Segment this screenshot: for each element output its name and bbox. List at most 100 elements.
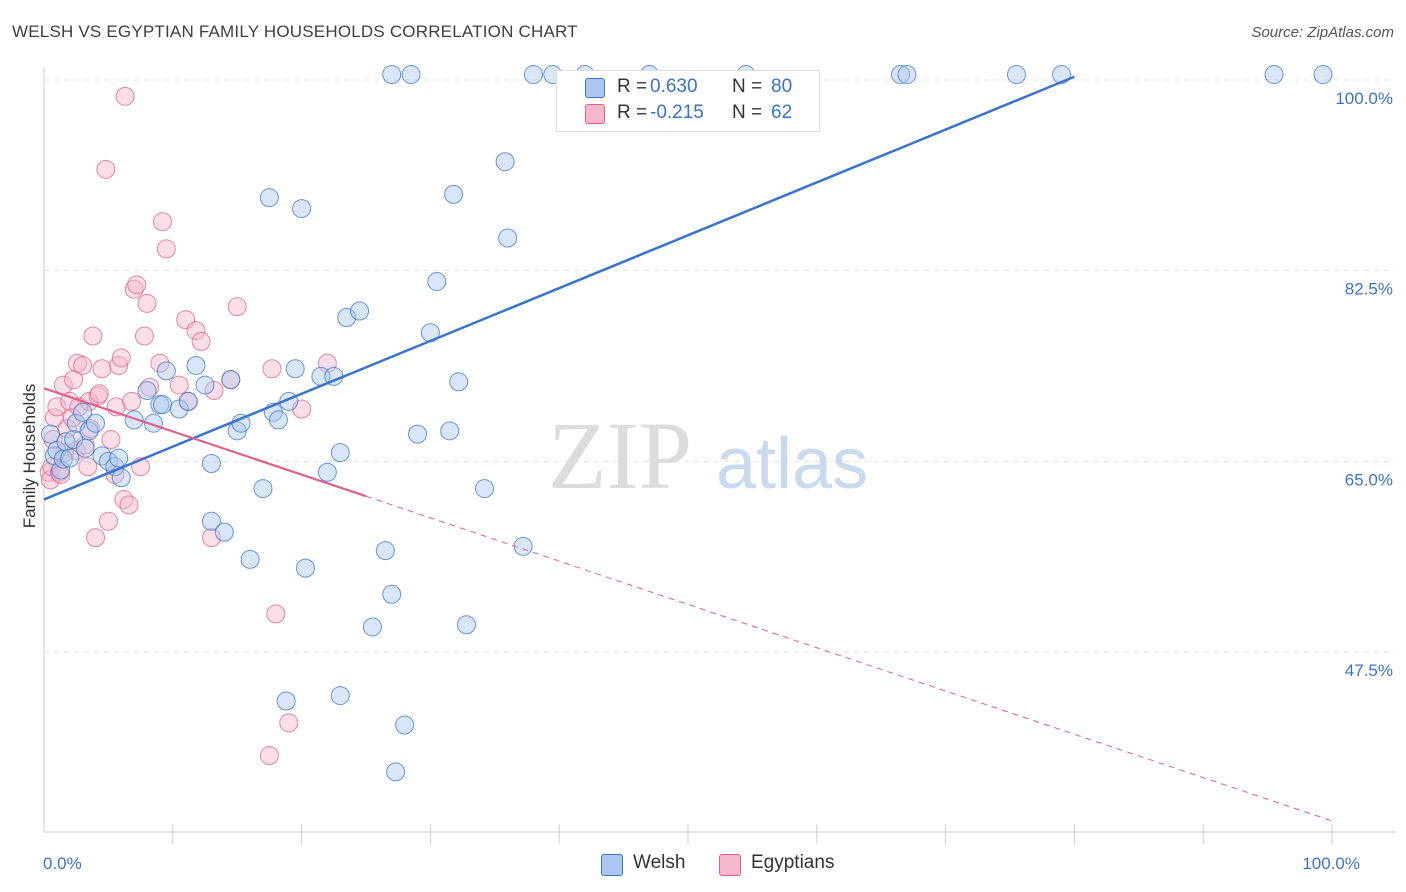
- welsh-point: [98, 451, 118, 471]
- correlation-legend: R = 0.630 N = 80 R = -0.215 N = 62: [556, 70, 820, 132]
- egyptians-point: [137, 293, 157, 313]
- welsh-point: [523, 65, 543, 85]
- welsh-n-value: 80: [771, 76, 793, 97]
- egyptians-point: [78, 457, 98, 477]
- welsh-r-label: R =: [617, 76, 648, 97]
- egyptians-r-label: R =: [617, 102, 648, 123]
- welsh-point: [382, 584, 402, 604]
- welsh-point: [268, 410, 288, 430]
- watermark-zip: ZIP: [548, 402, 692, 509]
- welsh-n-label: N =: [732, 76, 763, 97]
- welsh-point: [152, 395, 172, 415]
- egyptians-point: [204, 381, 224, 401]
- welsh-point: [1006, 65, 1026, 85]
- welsh-point: [40, 424, 60, 444]
- welsh-point: [60, 448, 80, 468]
- welsh-point: [444, 184, 464, 204]
- egyptians-point: [156, 239, 176, 259]
- egyptians-point: [134, 326, 154, 346]
- y-tick-label: 100.0%: [1335, 89, 1393, 108]
- y-axis-label: Family Households: [20, 384, 39, 529]
- egyptians-point: [92, 359, 112, 379]
- welsh-point: [317, 462, 337, 482]
- welsh-point: [92, 446, 112, 466]
- egyptians-n-label: N =: [732, 102, 763, 123]
- egyptians-point: [111, 348, 131, 368]
- egyptians-point: [109, 355, 129, 375]
- egyptians-legend-label: Egyptians: [751, 852, 835, 873]
- welsh-point: [137, 381, 157, 401]
- legend-row-egyptians: R = -0.215 N = 62: [557, 101, 819, 127]
- welsh-point: [330, 686, 350, 706]
- welsh-point: [401, 65, 421, 85]
- welsh-point: [1313, 65, 1333, 85]
- egyptians-point: [186, 321, 206, 341]
- egyptians-point: [122, 391, 142, 411]
- egyptians-point: [51, 464, 71, 484]
- welsh-point: [186, 355, 206, 375]
- welsh-point: [124, 410, 144, 430]
- egyptians-points: [39, 86, 337, 766]
- welsh-legend-label: Welsh: [633, 852, 686, 873]
- egyptians-point: [47, 397, 67, 417]
- welsh-point: [253, 479, 273, 499]
- welsh-point: [1264, 65, 1284, 85]
- egyptians-point: [150, 353, 170, 373]
- y-tick-label: 82.5%: [1345, 280, 1393, 299]
- welsh-legend-swatch: [601, 854, 623, 876]
- legend-row-welsh: R = 0.630 N = 80: [557, 75, 819, 101]
- welsh-point: [897, 65, 917, 85]
- egyptians-point: [152, 212, 172, 232]
- egyptians-point: [89, 384, 109, 404]
- welsh-point: [350, 301, 370, 321]
- welsh-point: [891, 65, 911, 85]
- egyptians-point: [201, 528, 221, 548]
- egyptians-point: [62, 408, 82, 428]
- welsh-point: [156, 361, 176, 381]
- egyptians-r-value: -0.215: [650, 102, 704, 123]
- egyptians-point: [227, 297, 247, 317]
- welsh-point: [449, 372, 469, 392]
- egyptians-point: [60, 391, 80, 411]
- egyptians-point: [119, 495, 139, 515]
- egyptians-legend-swatch: [719, 854, 741, 876]
- welsh-point: [240, 549, 260, 569]
- welsh-point: [292, 199, 312, 219]
- egyptians-trend-line: [43, 387, 367, 498]
- welsh-point: [86, 413, 106, 433]
- egyptians-point: [279, 713, 299, 733]
- welsh-point: [330, 443, 350, 463]
- welsh-point: [386, 762, 406, 782]
- welsh-point: [498, 228, 518, 248]
- egyptians-point: [259, 746, 279, 766]
- welsh-point: [201, 511, 221, 531]
- welsh-point: [395, 715, 415, 735]
- y-tick-label: 65.0%: [1345, 470, 1393, 489]
- egyptians-point: [115, 86, 135, 106]
- welsh-point: [109, 448, 129, 468]
- tick-labels: 100.0% 82.5% 65.0% 47.5% 0.0% 100.0%: [43, 89, 1393, 873]
- welsh-point: [195, 375, 215, 395]
- egyptians-swatch: [585, 104, 605, 124]
- welsh-point: [474, 479, 494, 499]
- egyptians-point: [262, 359, 282, 379]
- welsh-point: [362, 617, 382, 637]
- welsh-point: [214, 522, 234, 542]
- source-credit: Source: ZipAtlas.com: [1251, 24, 1394, 41]
- egyptians-point: [64, 370, 84, 390]
- egyptians-point: [114, 489, 134, 509]
- egyptians-point: [83, 326, 103, 346]
- welsh-point: [143, 413, 163, 433]
- egyptians-point: [73, 355, 93, 375]
- welsh-swatch: [585, 78, 605, 98]
- egyptians-point: [266, 604, 286, 624]
- egyptians-point: [191, 331, 211, 351]
- welsh-point: [427, 272, 447, 292]
- welsh-point: [456, 615, 476, 635]
- welsh-point: [408, 424, 428, 444]
- welsh-point: [178, 391, 198, 411]
- egyptians-point: [96, 159, 116, 179]
- welsh-point: [276, 691, 296, 711]
- welsh-trend-line: [43, 75, 1075, 501]
